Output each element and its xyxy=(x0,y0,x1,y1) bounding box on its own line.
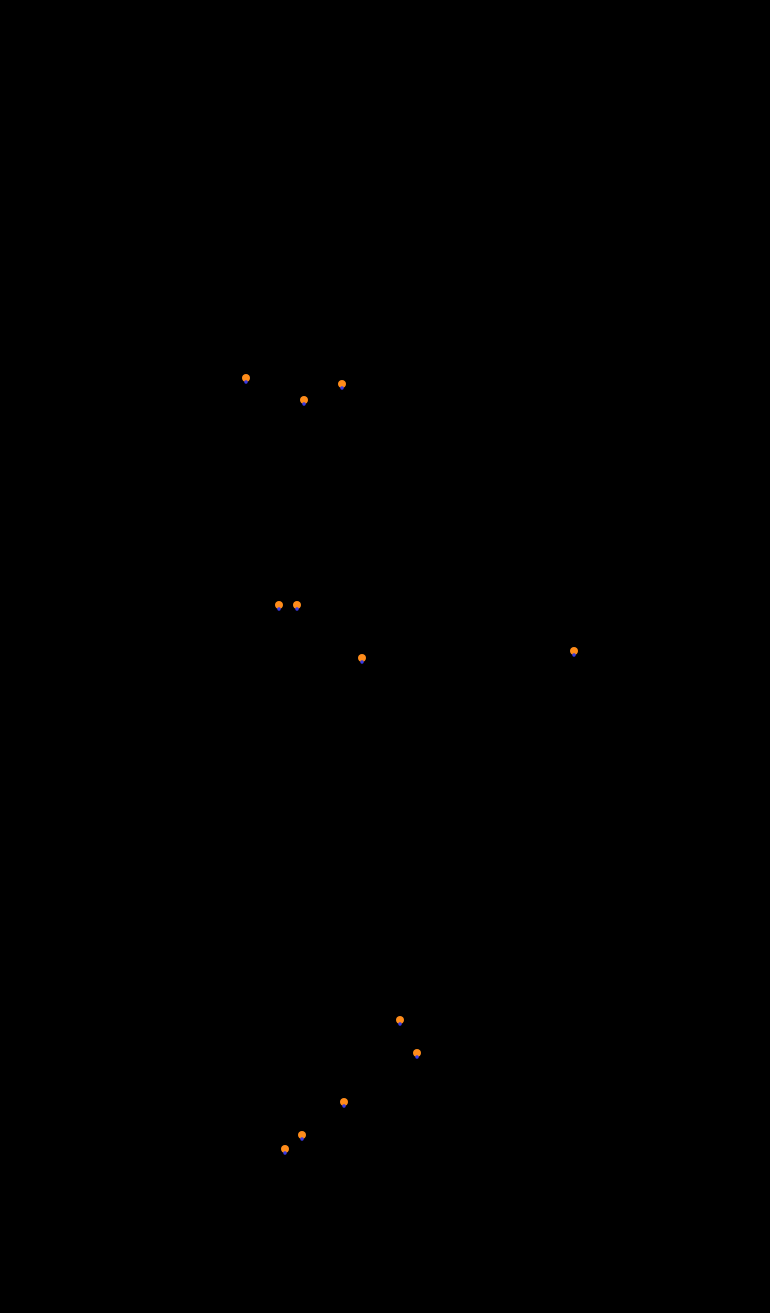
data-point-blue xyxy=(244,380,247,383)
data-point-blue xyxy=(572,653,575,656)
data-point-blue xyxy=(295,607,298,610)
data-point-blue xyxy=(283,1151,286,1154)
data-point-blue xyxy=(300,1137,303,1140)
data-point-blue xyxy=(340,386,343,389)
scatter-chart xyxy=(0,0,770,1313)
data-point-blue xyxy=(415,1055,418,1058)
data-point-blue xyxy=(277,607,280,610)
data-point-blue xyxy=(398,1022,401,1025)
data-point-blue xyxy=(342,1104,345,1107)
chart-background xyxy=(0,0,770,1313)
scatter-svg xyxy=(0,0,770,1313)
data-point-blue xyxy=(302,402,305,405)
data-point-blue xyxy=(360,660,363,663)
